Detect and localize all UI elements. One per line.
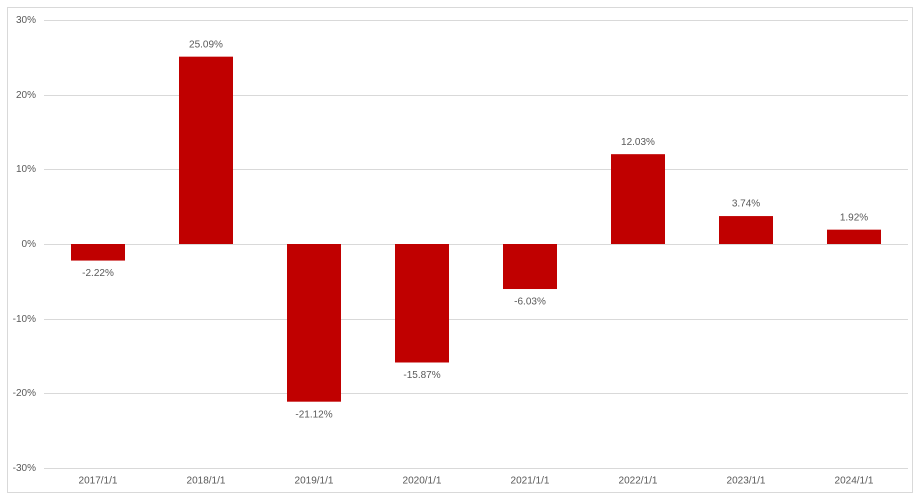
y-tick-label: 10% — [16, 164, 36, 175]
x-tick-label: 2019/1/1 — [295, 476, 334, 487]
value-label: -2.22% — [82, 268, 114, 279]
bar — [395, 244, 449, 363]
value-label: -6.03% — [514, 297, 546, 308]
bar — [71, 244, 125, 261]
bar — [287, 244, 341, 402]
y-tick-label: 30% — [16, 15, 36, 26]
x-tick-label: 2021/1/1 — [511, 476, 550, 487]
chart-border — [7, 7, 913, 493]
value-label: 25.09% — [189, 39, 223, 50]
y-tick-label: -10% — [13, 314, 36, 325]
bar — [611, 154, 665, 244]
x-tick-label: 2018/1/1 — [187, 476, 226, 487]
y-tick-label: 20% — [16, 90, 36, 101]
bar — [503, 244, 557, 290]
y-tick-label: -30% — [13, 463, 36, 474]
value-label: -21.12% — [295, 409, 332, 420]
bar — [827, 229, 881, 244]
x-tick-label: 2017/1/1 — [79, 476, 118, 487]
bar — [179, 56, 233, 245]
x-tick-label: 2020/1/1 — [403, 476, 442, 487]
bar — [719, 216, 773, 244]
value-label: 12.03% — [621, 137, 655, 148]
value-label: 1.92% — [840, 212, 868, 223]
x-tick-label: 2022/1/1 — [619, 476, 658, 487]
y-tick-label: 0% — [22, 239, 37, 250]
y-tick-label: -20% — [13, 388, 36, 399]
x-tick-label: 2023/1/1 — [727, 476, 766, 487]
value-label: -15.87% — [403, 370, 440, 381]
value-label: 3.74% — [732, 199, 760, 210]
x-tick-label: 2024/1/1 — [835, 476, 874, 487]
